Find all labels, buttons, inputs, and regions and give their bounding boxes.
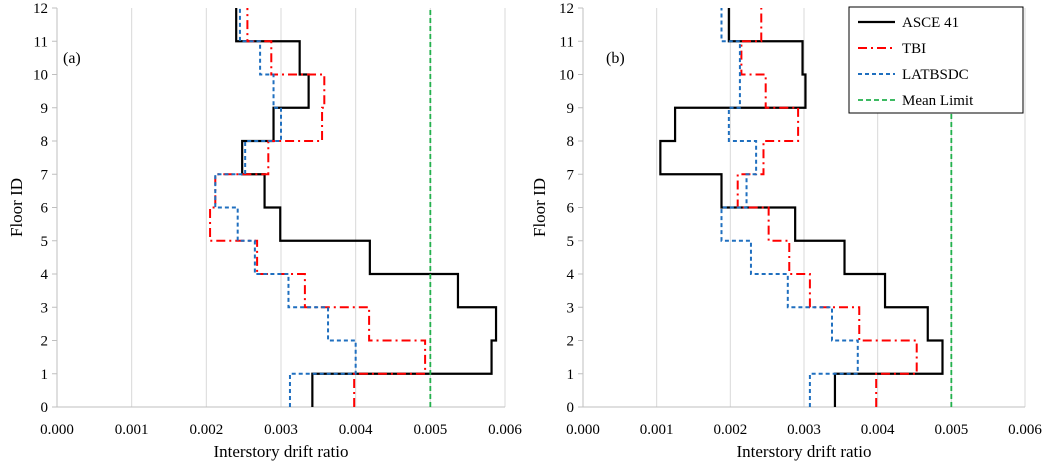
y-tick-label: 9 (567, 101, 575, 117)
panel-label: (b) (606, 50, 625, 67)
y-tick-label: 11 (34, 34, 48, 50)
y-tick-label: 4 (567, 267, 575, 283)
chart-panel-b: 0.000 0.001 0.002 0.003 0.004 0.005 0.00601234… (530, 1, 1042, 461)
chart-panel-a: 0.000 0.001 0.002 0.003 0.004 0.005 0.00601234… (7, 1, 522, 461)
y-axis-title: Floor ID (7, 178, 26, 237)
series-line-latbsdc (720, 8, 859, 407)
series-line-tbi (736, 8, 918, 407)
y-tick-label: 2 (567, 334, 575, 350)
series-line-tbi (209, 8, 427, 407)
y-tick-label: 4 (41, 267, 49, 283)
x-tick-label: 0.004 (339, 422, 373, 438)
legend-box (848, 6, 1024, 114)
x-tick-label: 0.000 (566, 422, 600, 438)
y-axis-title: Floor ID (530, 178, 549, 237)
y-tick-label: 0 (567, 400, 575, 416)
x-tick-label: 0.002 (189, 422, 223, 438)
y-tick-label: 1 (41, 367, 49, 383)
y-tick-label: 9 (41, 101, 49, 117)
y-tick-label: 7 (567, 167, 575, 183)
legend-label-tbi: TBI (902, 41, 926, 57)
y-tick-label: 11 (560, 34, 574, 50)
y-tick-label: 2 (41, 334, 49, 350)
y-tick-label: 6 (567, 201, 575, 217)
x-tick-label: 0.001 (115, 422, 149, 438)
x-tick-label: 0.004 (861, 422, 895, 438)
legend-label-asce-41: ASCE 41 (902, 15, 959, 31)
y-tick-label: 12 (33, 1, 48, 17)
x-axis-title: Interstory drift ratio (213, 442, 348, 461)
y-tick-label: 6 (41, 201, 49, 217)
y-tick-label: 12 (559, 1, 574, 17)
x-tick-label: 0.003 (787, 422, 821, 438)
series-line-latbsdc (214, 8, 357, 407)
x-tick-label: 0.003 (264, 422, 298, 438)
y-tick-label: 10 (559, 68, 574, 84)
y-tick-label: 3 (567, 300, 575, 316)
series-line-asce-41 (235, 8, 498, 407)
x-tick-label: 0.006 (1008, 422, 1042, 438)
legend-label-latbsdc: LATBSDC (902, 67, 969, 83)
y-tick-label: 7 (41, 167, 49, 183)
x-tick-label: 0.000 (40, 422, 74, 438)
x-tick-label: 0.002 (713, 422, 747, 438)
panel-label: (a) (63, 50, 81, 67)
series-line-asce-41 (659, 8, 944, 407)
legend: ASCE 41 TBI LATBSDC Mean Limit (848, 6, 1024, 114)
y-tick-label: 8 (567, 134, 575, 150)
x-tick-label: 0.005 (934, 422, 968, 438)
y-tick-label: 8 (41, 134, 49, 150)
x-tick-label: 0.005 (413, 422, 447, 438)
y-tick-label: 0 (41, 400, 49, 416)
y-tick-label: 5 (41, 234, 49, 250)
x-tick-label: 0.001 (640, 422, 674, 438)
y-tick-label: 5 (567, 234, 575, 250)
x-tick-label: 0.006 (488, 422, 522, 438)
y-tick-label: 10 (33, 68, 48, 84)
x-axis-title: Interstory drift ratio (736, 442, 871, 461)
y-tick-label: 1 (567, 367, 575, 383)
legend-label-mean-limit: Mean Limit (902, 93, 974, 109)
y-tick-label: 3 (41, 300, 49, 316)
